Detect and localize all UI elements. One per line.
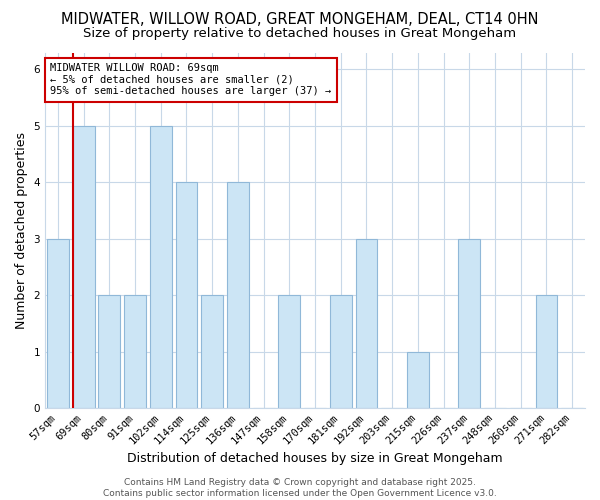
Bar [98, 295, 120, 408]
Bar [227, 182, 249, 408]
Bar [201, 295, 223, 408]
Bar [330, 295, 352, 408]
Bar [278, 295, 300, 408]
Bar [176, 182, 197, 408]
Text: MIDWATER, WILLOW ROAD, GREAT MONGEHAM, DEAL, CT14 0HN: MIDWATER, WILLOW ROAD, GREAT MONGEHAM, D… [61, 12, 539, 28]
Bar [536, 295, 557, 408]
Bar [124, 295, 146, 408]
Text: MIDWATER WILLOW ROAD: 69sqm
← 5% of detached houses are smaller (2)
95% of semi-: MIDWATER WILLOW ROAD: 69sqm ← 5% of deta… [50, 63, 332, 96]
Bar [356, 238, 377, 408]
X-axis label: Distribution of detached houses by size in Great Mongeham: Distribution of detached houses by size … [127, 452, 503, 465]
Bar [150, 126, 172, 408]
Bar [73, 126, 95, 408]
Bar [407, 352, 429, 408]
Text: Contains HM Land Registry data © Crown copyright and database right 2025.
Contai: Contains HM Land Registry data © Crown c… [103, 478, 497, 498]
Bar [47, 238, 69, 408]
Bar [458, 238, 480, 408]
Y-axis label: Number of detached properties: Number of detached properties [15, 132, 28, 328]
Text: Size of property relative to detached houses in Great Mongeham: Size of property relative to detached ho… [83, 28, 517, 40]
